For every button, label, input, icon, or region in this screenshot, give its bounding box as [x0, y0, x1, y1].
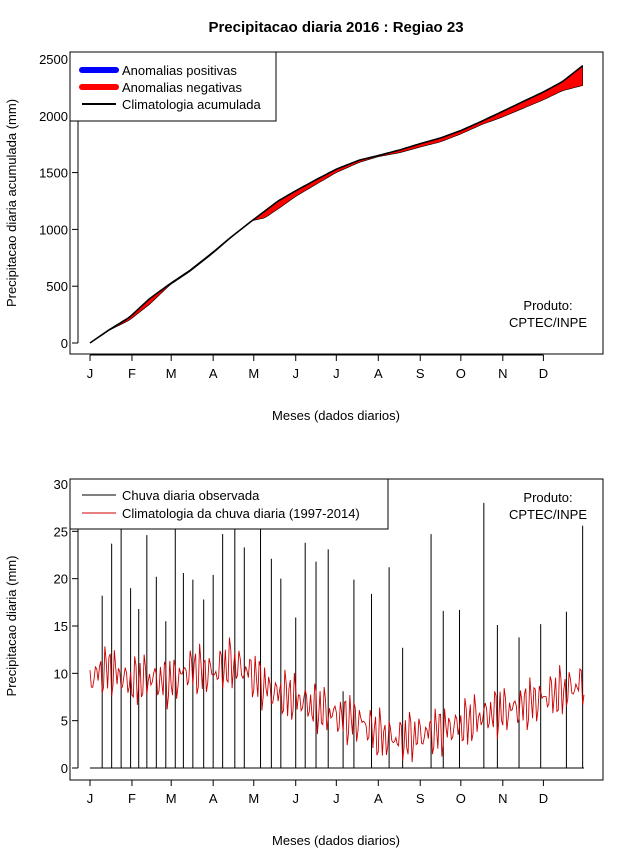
x-tick-label: J [87, 366, 94, 381]
credit-line-2: CPTEC/INPE [509, 315, 587, 330]
y-tick-label: 1000 [39, 222, 68, 237]
y-tick-label-bottom: 20 [54, 572, 68, 587]
legend-label-daily-climatology: Climatologia da chuva diaria (1997-2014) [122, 506, 360, 521]
x-tick-label-bottom: O [456, 791, 466, 806]
legend-label-negative: Anomalias negativas [122, 80, 242, 95]
x-tick-label-bottom: N [498, 791, 507, 806]
legend-box-bottom [69, 478, 389, 530]
x-tick-label: J [292, 366, 299, 381]
x-tick-label-bottom: J [292, 791, 299, 806]
y-tick-label: 1500 [39, 166, 68, 181]
x-tick-label: S [416, 366, 425, 381]
x-tick-label-bottom: M [248, 791, 259, 806]
daily-climatology-series [89, 637, 585, 763]
y-tick-label: 2500 [39, 52, 68, 67]
x-tick-label-bottom: A [374, 791, 383, 806]
y-tick-label-bottom: 0 [61, 761, 68, 776]
x-tick-label-bottom: J [333, 791, 340, 806]
y-tick-label: 2000 [39, 109, 68, 124]
legend-label-positive: Anomalias positivas [122, 63, 237, 78]
y-tick-label-bottom: 5 [61, 714, 68, 729]
x-tick-label-bottom: M [166, 791, 177, 806]
x-axis-label-bottom: Meses (dados diarios) [272, 833, 400, 848]
legend-label-climatology: Climatologia acumulada [122, 97, 262, 112]
x-tick-label-bottom: J [87, 791, 94, 806]
observed-rain-series [90, 502, 584, 769]
x-tick-label: D [539, 366, 548, 381]
legend-label-observed: Chuva diaria observada [122, 488, 260, 503]
y-axis-label-bottom: Precipitacao diaria (mm) [4, 556, 19, 697]
x-tick-label: M [248, 366, 259, 381]
legend-bottom: Chuva diaria observada Climatologia da c… [69, 478, 389, 530]
x-tick-label-bottom: A [209, 791, 218, 806]
negative-anomaly-series [89, 65, 584, 344]
daily-panel: J F M A M J J A S O N D 0 5 10 15 20 25 30 Meses (dados d… [4, 477, 604, 848]
y-axis-label: Precipitacao diaria acumulada (mm) [4, 99, 19, 307]
cumulative-panel: Precipitacao diaria 2016 : Regiao 23 J F M… [4, 19, 604, 423]
y-axis-bottom: 0 5 10 15 20 25 30 [54, 477, 79, 776]
y-tick-label: 0 [61, 336, 68, 351]
x-tick-label: A [209, 366, 218, 381]
x-tick-label: M [166, 366, 177, 381]
x-tick-label-bottom: D [539, 791, 548, 806]
credit-line-1-bottom: Produto: [523, 490, 572, 505]
credit-line-1: Produto: [523, 298, 572, 313]
x-tick-label: O [456, 366, 466, 381]
x-tick-label: A [374, 366, 383, 381]
plot-box [69, 51, 604, 355]
chart-title: Precipitacao diaria 2016 : Regiao 23 [208, 19, 463, 36]
x-tick-label: J [333, 366, 340, 381]
y-tick-label-bottom: 30 [54, 477, 68, 492]
y-tick-label: 500 [46, 279, 68, 294]
x-axis-label: Meses (dados diarios) [272, 408, 400, 423]
x-tick-label-bottom: S [416, 791, 425, 806]
y-tick-label-bottom: 10 [54, 666, 68, 681]
y-tick-label-bottom: 25 [54, 524, 68, 539]
x-tick-label: F [128, 366, 136, 381]
daily-climatology-line [89, 637, 585, 763]
y-tick-label-bottom: 15 [54, 619, 68, 634]
x-tick-label: N [498, 366, 507, 381]
climatology-line [89, 65, 584, 344]
x-tick-label-bottom: F [128, 791, 136, 806]
legend: Anomalias positivas Anomalias negativas … [69, 51, 277, 122]
credit-line-2-bottom: CPTEC/INPE [509, 507, 587, 522]
y-axis: 0 500 1000 1500 2000 2500 [39, 52, 79, 351]
